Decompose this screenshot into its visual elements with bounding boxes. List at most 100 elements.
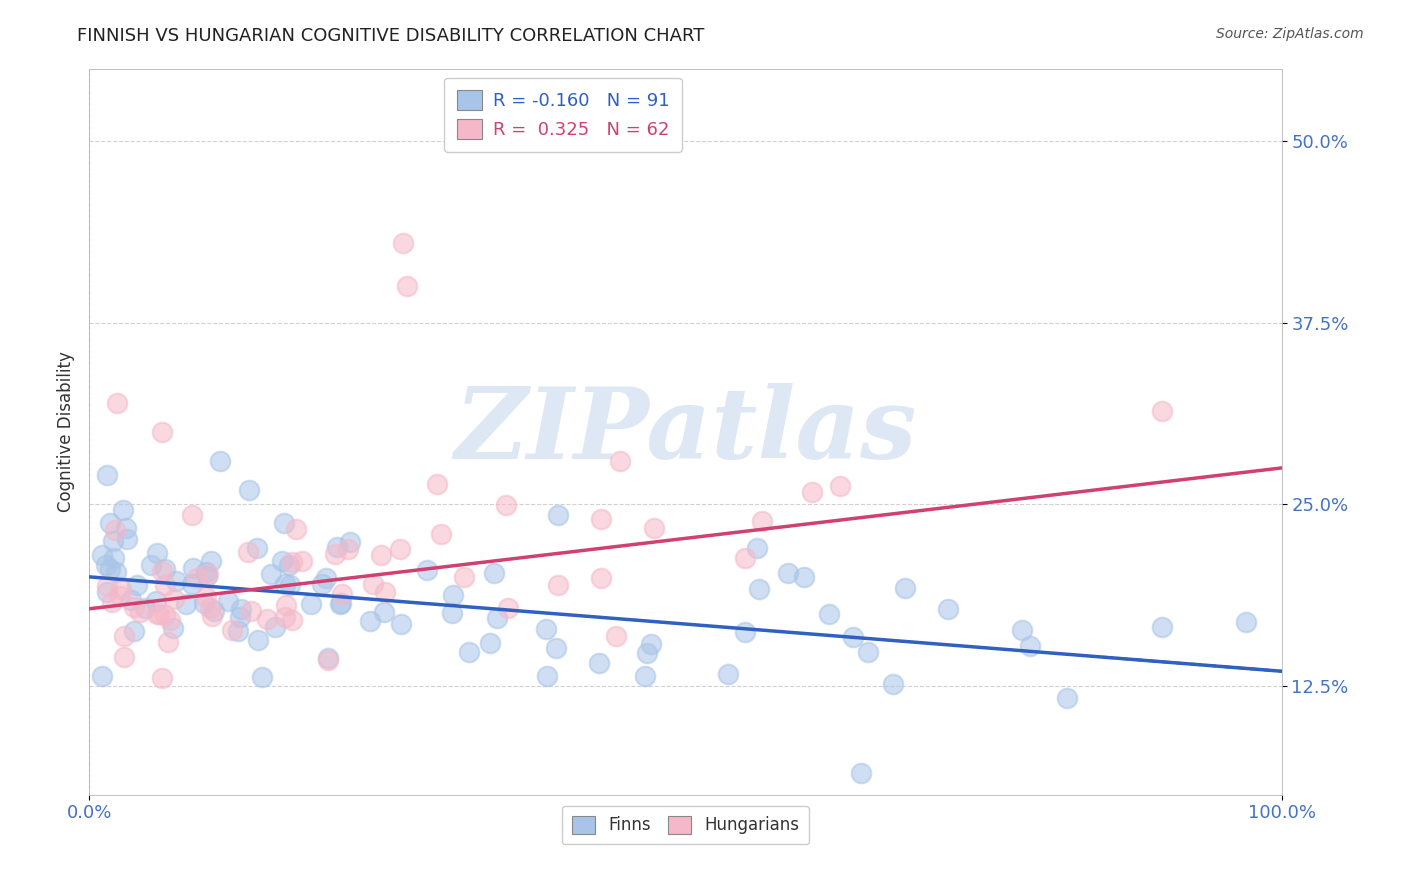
Point xyxy=(370,549,392,563)
Point xyxy=(856,645,879,659)
Point xyxy=(186,571,208,585)
Point xyxy=(717,667,740,681)
Point xyxy=(389,616,412,631)
Point xyxy=(105,395,128,409)
Point xyxy=(817,607,839,622)
Legend: Finns, Hungarians: Finns, Hungarians xyxy=(561,805,810,845)
Point xyxy=(1019,640,1042,654)
Point xyxy=(482,566,505,580)
Point xyxy=(793,570,815,584)
Point xyxy=(395,279,418,293)
Point xyxy=(273,576,295,591)
Point xyxy=(256,611,278,625)
Point xyxy=(534,622,557,636)
Point xyxy=(734,625,756,640)
Point xyxy=(150,672,173,686)
Point xyxy=(485,610,508,624)
Point xyxy=(316,653,339,667)
Point xyxy=(260,566,283,581)
Point xyxy=(339,535,361,549)
Point xyxy=(174,597,197,611)
Point xyxy=(441,588,464,602)
Point xyxy=(96,585,118,599)
Point xyxy=(104,524,127,538)
Point xyxy=(165,574,187,589)
Point xyxy=(609,453,631,467)
Y-axis label: Cognitive Disability: Cognitive Disability xyxy=(58,351,75,512)
Point xyxy=(605,629,627,643)
Point xyxy=(360,615,382,629)
Point xyxy=(150,425,173,439)
Text: FINNISH VS HUNGARIAN COGNITIVE DISABILITY CORRELATION CHART: FINNISH VS HUNGARIAN COGNITIVE DISABILIT… xyxy=(77,27,704,45)
Point xyxy=(415,563,437,577)
Point xyxy=(495,499,517,513)
Point xyxy=(112,649,135,664)
Point xyxy=(263,620,285,634)
Point xyxy=(229,602,252,616)
Point xyxy=(547,508,569,523)
Point xyxy=(633,668,655,682)
Point xyxy=(841,630,863,644)
Point xyxy=(98,516,121,530)
Point xyxy=(153,562,176,576)
Point xyxy=(299,597,322,611)
Point xyxy=(162,621,184,635)
Point xyxy=(181,560,204,574)
Point xyxy=(98,562,121,576)
Text: ZIPatlas: ZIPatlas xyxy=(454,384,917,480)
Point xyxy=(291,554,314,568)
Point xyxy=(201,608,224,623)
Point xyxy=(281,555,304,569)
Point xyxy=(389,542,412,557)
Point xyxy=(114,521,136,535)
Point xyxy=(101,533,124,548)
Point xyxy=(643,521,665,535)
Point xyxy=(112,629,135,643)
Point xyxy=(280,613,302,627)
Point xyxy=(96,468,118,483)
Point xyxy=(200,601,222,615)
Point xyxy=(747,541,769,555)
Point xyxy=(157,635,180,649)
Point xyxy=(226,624,249,639)
Point xyxy=(1011,624,1033,638)
Point xyxy=(112,503,135,517)
Point xyxy=(134,601,156,615)
Point xyxy=(453,570,475,584)
Point xyxy=(441,607,464,621)
Point xyxy=(163,591,186,606)
Point xyxy=(124,599,146,614)
Point xyxy=(392,235,415,250)
Point xyxy=(326,540,349,554)
Point xyxy=(547,577,569,591)
Point xyxy=(274,598,297,612)
Point xyxy=(311,577,333,591)
Point xyxy=(229,610,252,624)
Point xyxy=(238,545,260,559)
Point xyxy=(146,546,169,560)
Point xyxy=(110,582,132,596)
Point xyxy=(239,604,262,618)
Point xyxy=(800,485,823,500)
Point xyxy=(373,605,395,619)
Point xyxy=(195,591,218,605)
Point xyxy=(1152,404,1174,418)
Point xyxy=(145,607,167,621)
Point xyxy=(141,558,163,573)
Point xyxy=(323,547,346,561)
Point xyxy=(108,590,131,604)
Point xyxy=(849,766,872,780)
Point xyxy=(778,566,800,580)
Point xyxy=(496,600,519,615)
Point xyxy=(124,624,146,638)
Point xyxy=(159,613,181,627)
Point xyxy=(361,576,384,591)
Point xyxy=(315,571,337,585)
Point xyxy=(458,645,481,659)
Point xyxy=(103,551,125,566)
Point xyxy=(591,571,613,585)
Point xyxy=(591,512,613,526)
Point xyxy=(128,605,150,619)
Point xyxy=(221,623,243,637)
Point xyxy=(316,651,339,665)
